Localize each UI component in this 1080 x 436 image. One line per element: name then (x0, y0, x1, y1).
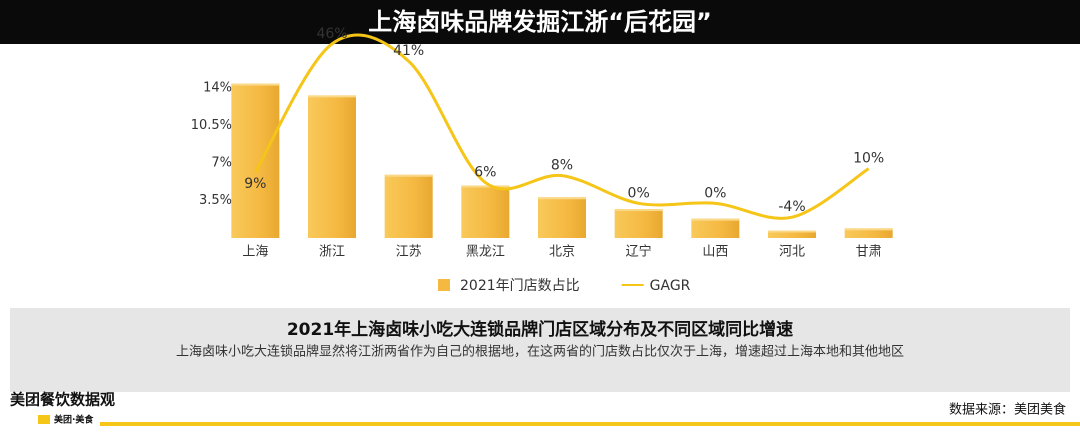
chart-title: 上海卤味品牌发掘江浙“后花园” (368, 8, 712, 36)
data-label: 10% (853, 151, 884, 167)
data-label: 9% (244, 176, 266, 192)
x-tick-label: 上海 (242, 245, 268, 260)
bar (384, 174, 433, 238)
y-tick-label: 14% (203, 80, 232, 95)
legend-label: GAGR (650, 278, 691, 294)
x-tick-label: 甘肃 (856, 245, 882, 260)
data-label: 8% (551, 158, 573, 174)
data-label: 46% (316, 26, 347, 42)
bar-top (691, 218, 740, 221)
x-tick-label: 黑龙江 (466, 245, 505, 260)
bar-top (384, 174, 433, 177)
bar (768, 230, 816, 238)
y-tick-label: 3.5% (199, 193, 232, 208)
footer-brand: 美团餐饮数据观 (10, 391, 115, 409)
caption-box (10, 308, 1070, 392)
x-tick-label: 河北 (779, 245, 805, 260)
y-tick-label: 7% (211, 155, 232, 170)
bar-top (614, 209, 663, 212)
footer-sub-brand: 美团·美食 (54, 414, 94, 426)
data-label: 0% (628, 185, 650, 201)
bar (308, 95, 356, 238)
bar-top (768, 230, 816, 233)
title-bar (0, 0, 1080, 44)
bar-top (231, 83, 280, 86)
caption-text: 上海卤味小吃大连锁品牌显然将江浙两省作为自己的根据地，在这两省的门店数占比仅次于… (176, 344, 904, 360)
bar (614, 209, 663, 238)
bar (231, 83, 280, 238)
caption-title: 2021年上海卤味小吃大连锁品牌门店区域分布及不同区域同比增速 (287, 319, 793, 340)
bar-top (461, 185, 510, 188)
logo-icon (38, 415, 50, 424)
x-tick-label: 辽宁 (626, 244, 652, 260)
y-tick-label: 10.5% (191, 118, 232, 133)
data-label: 6% (474, 165, 496, 181)
data-label: 0% (704, 185, 726, 201)
legend-label: 2021年门店数占比 (460, 278, 580, 294)
bar (538, 197, 586, 238)
bar-top (308, 95, 356, 98)
bar-top (844, 228, 893, 231)
line (254, 33, 870, 220)
bar (844, 228, 893, 238)
footer-line (100, 422, 1080, 426)
legend-swatch (438, 279, 450, 291)
x-tick-label: 江苏 (396, 244, 422, 260)
x-tick-label: 浙江 (319, 245, 345, 260)
data-label: -4% (778, 199, 805, 215)
data-label: 41% (393, 43, 424, 59)
bar (461, 185, 510, 238)
bar (691, 218, 740, 238)
x-tick-label: 山西 (702, 245, 728, 260)
footer-source: 数据来源：美团美食 (949, 402, 1066, 418)
bar-top (538, 197, 586, 200)
x-tick-label: 北京 (549, 245, 575, 260)
